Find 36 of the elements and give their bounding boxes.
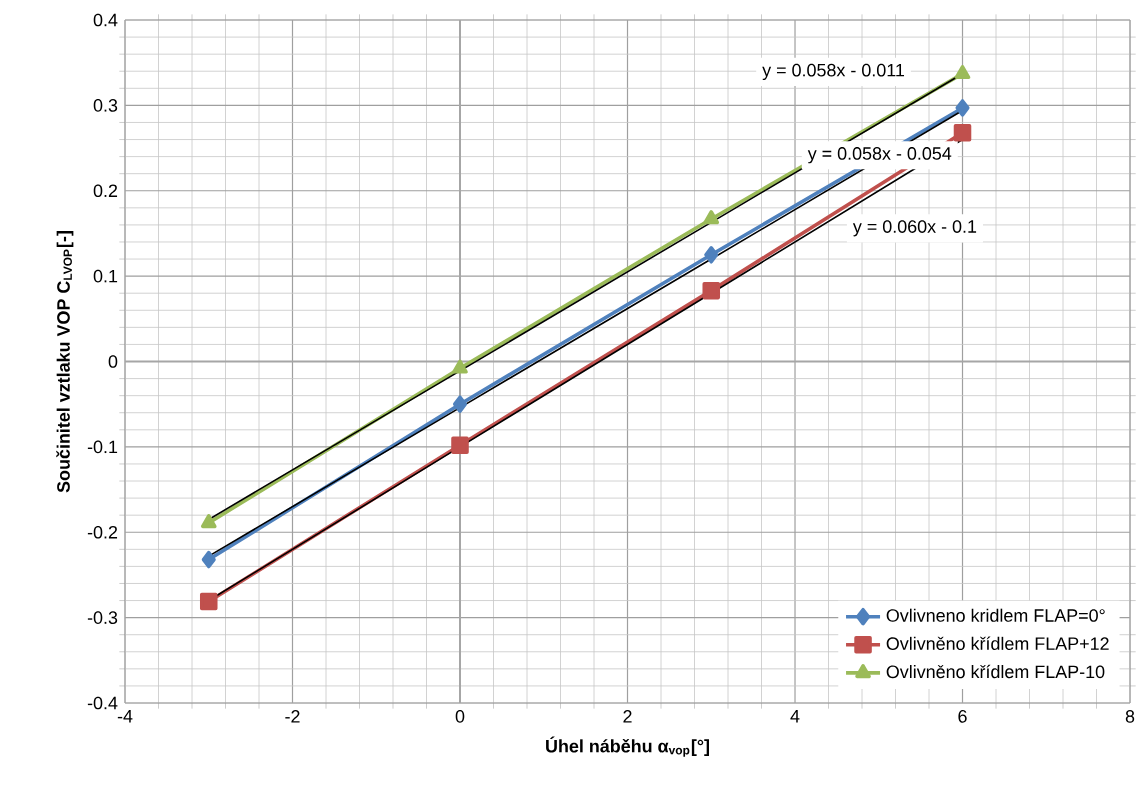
point	[452, 359, 468, 374]
point	[702, 281, 721, 300]
x-axis-title: Úhel náběhu α$_{vop}$[°]	[546, 736, 709, 757]
point	[199, 592, 218, 611]
y-axis-title: Součinitel vztlaku VOP C$_{LVOP}$[-]	[56, 231, 74, 493]
legend-label: Ovlivněno křídlem FLAP-10	[886, 664, 1105, 679]
point	[954, 65, 971, 80]
point	[451, 436, 469, 454]
x-tick-label: 2	[623, 710, 632, 723]
legend-label: Ovlivněno křídlem FLAP+12	[886, 636, 1109, 651]
point	[953, 123, 972, 142]
annotation: y = 0.060x - 0.1	[852, 220, 977, 237]
legend-label: Ovlivneno kridlem FLAP=0°	[886, 608, 1105, 622]
x-tick-label: 0	[455, 710, 465, 723]
x-tick-label: 8	[1125, 710, 1135, 723]
point	[703, 210, 720, 225]
y-tick-label: 0.3	[93, 99, 118, 112]
y-tick-label: 0	[108, 355, 118, 368]
x-tick-label: 4	[790, 710, 800, 723]
y-tick-label: 0.1	[93, 269, 118, 283]
point	[955, 99, 970, 117]
x-tick-label: -2	[285, 710, 300, 723]
point	[452, 395, 468, 413]
x-tick-label: -4	[117, 710, 133, 723]
x-tick-label: 6	[958, 710, 967, 723]
y-tick-label: -0.2	[87, 525, 118, 539]
y-tick-label: -0.1	[87, 440, 118, 454]
point	[201, 550, 216, 569]
y-tick-label: -0.3	[87, 611, 118, 624]
annotation: y = 0.058x - 0.011	[762, 63, 905, 81]
y-tick-label: -0.4	[87, 696, 118, 710]
y-tick-label: 0.2	[93, 184, 118, 198]
point	[200, 514, 217, 529]
annotation: y = 0.058x - 0.054	[807, 147, 952, 164]
y-tick-label: 0.4	[93, 13, 118, 27]
point	[704, 246, 719, 264]
